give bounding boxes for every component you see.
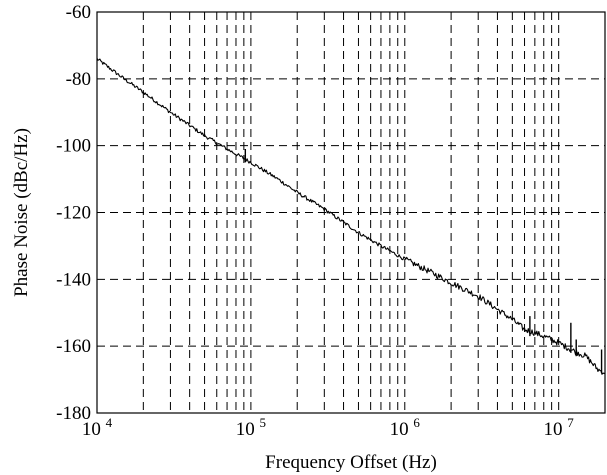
- x-tick-labels: 10 4 10 5 10 6 10 7: [82, 415, 574, 440]
- x-axis-title: Frequency Offset (Hz): [265, 452, 437, 473]
- phase-noise-trace: [96, 57, 606, 375]
- series-layer: [96, 57, 606, 375]
- y-tick-labels: -60 -80 -100 -120 -140 -160 -180: [56, 2, 91, 424]
- y-tick-label: -60: [66, 2, 91, 23]
- y-tick-label: -180: [56, 403, 91, 424]
- grid-lines: [97, 12, 605, 413]
- x-tick-label: 10 5: [236, 415, 266, 440]
- y-tick-label: -80: [66, 69, 91, 90]
- y-tick-label: -120: [56, 203, 91, 224]
- x-tick-label: 10 7: [544, 415, 575, 440]
- y-tick-label: -100: [56, 136, 91, 157]
- x-tick-label: 10 4: [82, 415, 113, 440]
- y-axis-title: Phase Noise (dBc/Hz): [11, 128, 32, 297]
- y-tick-label: -160: [56, 336, 91, 357]
- y-tick-label: -140: [56, 269, 91, 290]
- plot-area-frame: [96, 11, 606, 414]
- x-tick-label: 10 6: [390, 415, 421, 440]
